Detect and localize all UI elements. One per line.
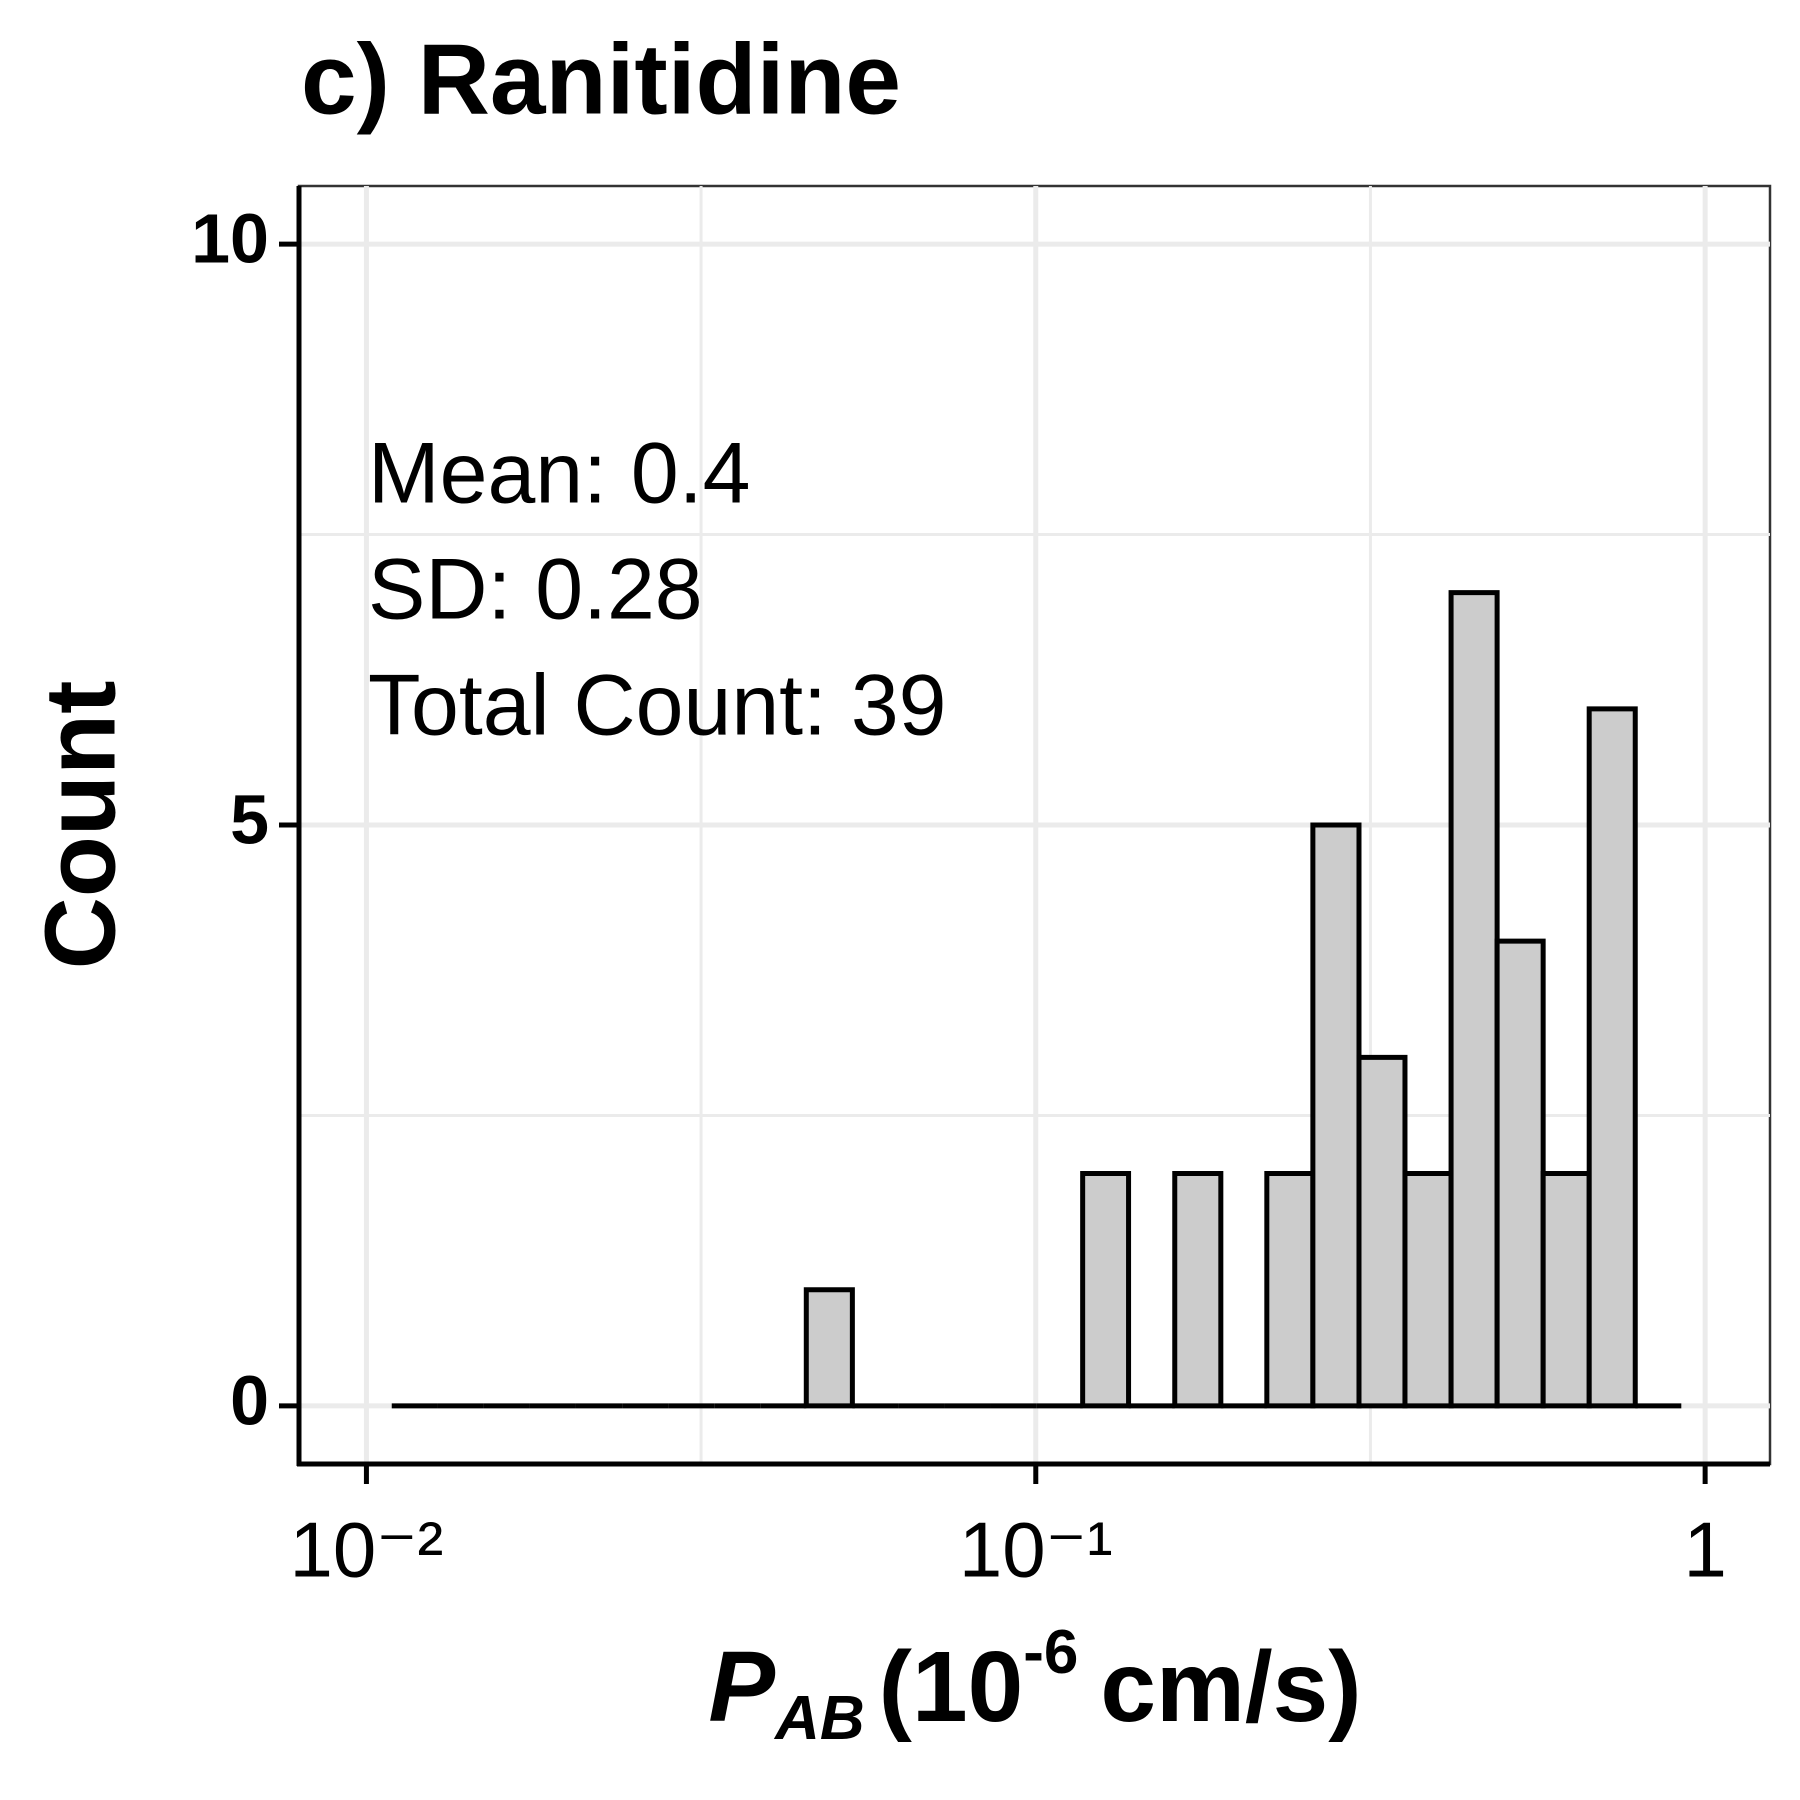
x-label-unit-end: cm/s): [1100, 1631, 1361, 1743]
histogram-bar: [1586, 706, 1638, 1409]
x-tick-label: 10⁻²: [289, 1506, 443, 1594]
histogram-bar: [1080, 1171, 1132, 1409]
histogram-bar: [1264, 1171, 1316, 1409]
x-label-exponent: -6: [1023, 1618, 1078, 1687]
x-label-unit: (10: [879, 1631, 1024, 1743]
chart-title: c) Ranitidine: [301, 23, 901, 135]
histogram-bar: [1494, 938, 1546, 1409]
histogram-bar: [1356, 1054, 1408, 1409]
x-tick-label: 1: [1683, 1506, 1726, 1594]
x-label-subscript: AB: [773, 1684, 865, 1753]
x-label-symbol: P: [708, 1631, 775, 1743]
x-tick-label: 10⁻¹: [959, 1506, 1113, 1594]
y-tick-label: 5: [230, 780, 269, 858]
y-tick-label: 0: [230, 1361, 269, 1439]
annotation: SD: 0.28: [368, 542, 703, 638]
y-axis-label: Count: [24, 681, 136, 970]
annotation: Mean: 0.4: [368, 426, 750, 522]
x-axis-label: PAB (10-6 cm/s): [708, 1618, 1361, 1753]
annotation: Total Count: 39: [368, 658, 946, 754]
histogram-bar: [1448, 590, 1500, 1409]
histogram-bar: [803, 1287, 855, 1409]
histogram-bar: [1172, 1171, 1224, 1409]
y-tick-label: 10: [191, 200, 269, 278]
histogram-bar: [1310, 822, 1362, 1409]
histogram-bar: [1540, 1171, 1592, 1409]
histogram-bar: [1402, 1171, 1454, 1409]
